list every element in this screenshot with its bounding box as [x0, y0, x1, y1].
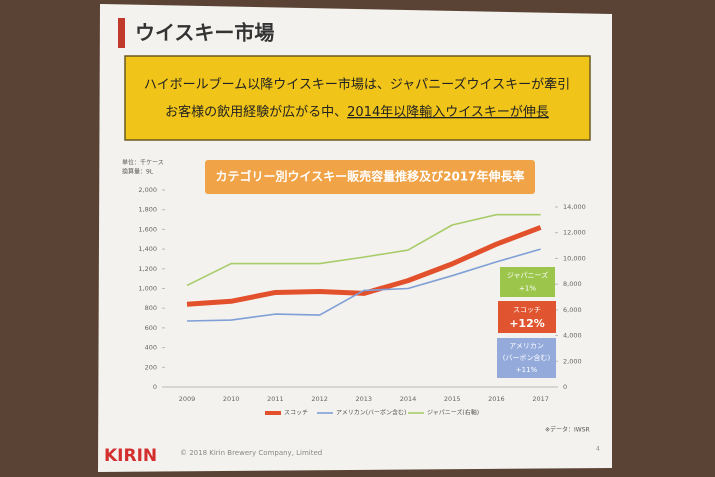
y-tick-label: 600 [145, 324, 157, 332]
y2-tick-label: 12,000 [563, 229, 586, 237]
annotation-text: +1% [519, 285, 536, 293]
series-line [186, 225, 542, 307]
banner-line: お客様の飲用経験が広がる中、2014年以降輸入ウイスキーが伸長 [165, 104, 549, 120]
annotation-box [500, 267, 555, 297]
legend-label: ジャパニーズ(右軸) [427, 409, 479, 417]
y-tick-label: 200 [145, 363, 157, 371]
annotation-box [497, 338, 556, 378]
series-line [186, 213, 541, 287]
unit-note: 単位：千ケース [122, 159, 164, 167]
y2-tick-label: 4,000 [563, 332, 582, 340]
logo: KIRIN [104, 446, 157, 466]
chart-title-box [205, 160, 535, 194]
y-tick-label: 2,000 [138, 186, 157, 194]
slide-title: ウイスキー市場 [135, 21, 274, 45]
series-line [186, 248, 541, 322]
y-tick-label: 1,400 [138, 245, 157, 253]
legend-label: スコッチ [284, 410, 308, 417]
y-tick-label: 400 [145, 344, 157, 352]
y-tick-label: 0 [153, 383, 157, 391]
copyright: © 2018 Kirin Brewery Company, Limited [180, 449, 322, 457]
plot: 0 200 400 600 800 1,000 1,200 1,400 1,600 1,800 2,… [138, 186, 585, 417]
x-tick-label: 2017 [532, 395, 549, 403]
annotation-text: ジャパニーズ [507, 270, 548, 279]
banner-emphasis: 2014年以降輸入ウイスキーが伸長 [347, 105, 549, 120]
y2-tick-label: 14,000 [563, 203, 586, 211]
x-tick-label: 2015 [444, 395, 461, 403]
banner-text: お客様の飲用経験が広がる中、 [165, 104, 347, 120]
chart-title: カテゴリー別ウイスキー販売容量推移及び2017年伸長率 [215, 169, 524, 184]
y2-tick-label: 10,000 [563, 254, 586, 262]
x-tick-label: 2016 [488, 395, 505, 403]
annotation-box [498, 301, 556, 333]
unit-note: 換算量：9L [122, 168, 154, 176]
banner [124, 55, 591, 141]
x-tick-label: 2013 [356, 395, 373, 403]
annotation-text: アメリカン [509, 342, 544, 350]
y2-tick-label: 0 [563, 383, 567, 391]
y-tick-label: 1,200 [138, 265, 157, 273]
legend-label: アメリカン(バーボン含む) [336, 409, 406, 417]
annotation-text: +11% [516, 366, 538, 374]
x-tick-label: 2012 [311, 395, 328, 403]
page-number: 4 [596, 446, 600, 453]
source: ※データ：IWSR [545, 426, 590, 434]
annotation-text: (バーボン含む) [503, 353, 551, 362]
y2-tick-label: 2,000 [563, 357, 582, 365]
x-tick-label: 2009 [179, 395, 196, 403]
y2-tick-label: 6,000 [563, 306, 582, 314]
y2-tick-label: 8,000 [563, 280, 582, 288]
y-tick-label: 1,000 [138, 285, 157, 293]
x-tick-label: 2010 [223, 395, 240, 403]
y-tick-label: 800 [145, 304, 157, 312]
annotation-text: スコッチ [513, 306, 541, 314]
y-tick-label: 1,800 [138, 206, 157, 214]
x-tick-label: 2011 [267, 395, 284, 403]
title-accent [118, 18, 125, 48]
annotation-text: +12% [509, 317, 545, 330]
x-tick-label: 2014 [400, 395, 417, 403]
banner-line: ハイボールブーム以降ウイスキー市場は、ジャパニーズウイスキーが牽引 [144, 77, 570, 93]
y-tick-label: 1,600 [138, 225, 157, 233]
